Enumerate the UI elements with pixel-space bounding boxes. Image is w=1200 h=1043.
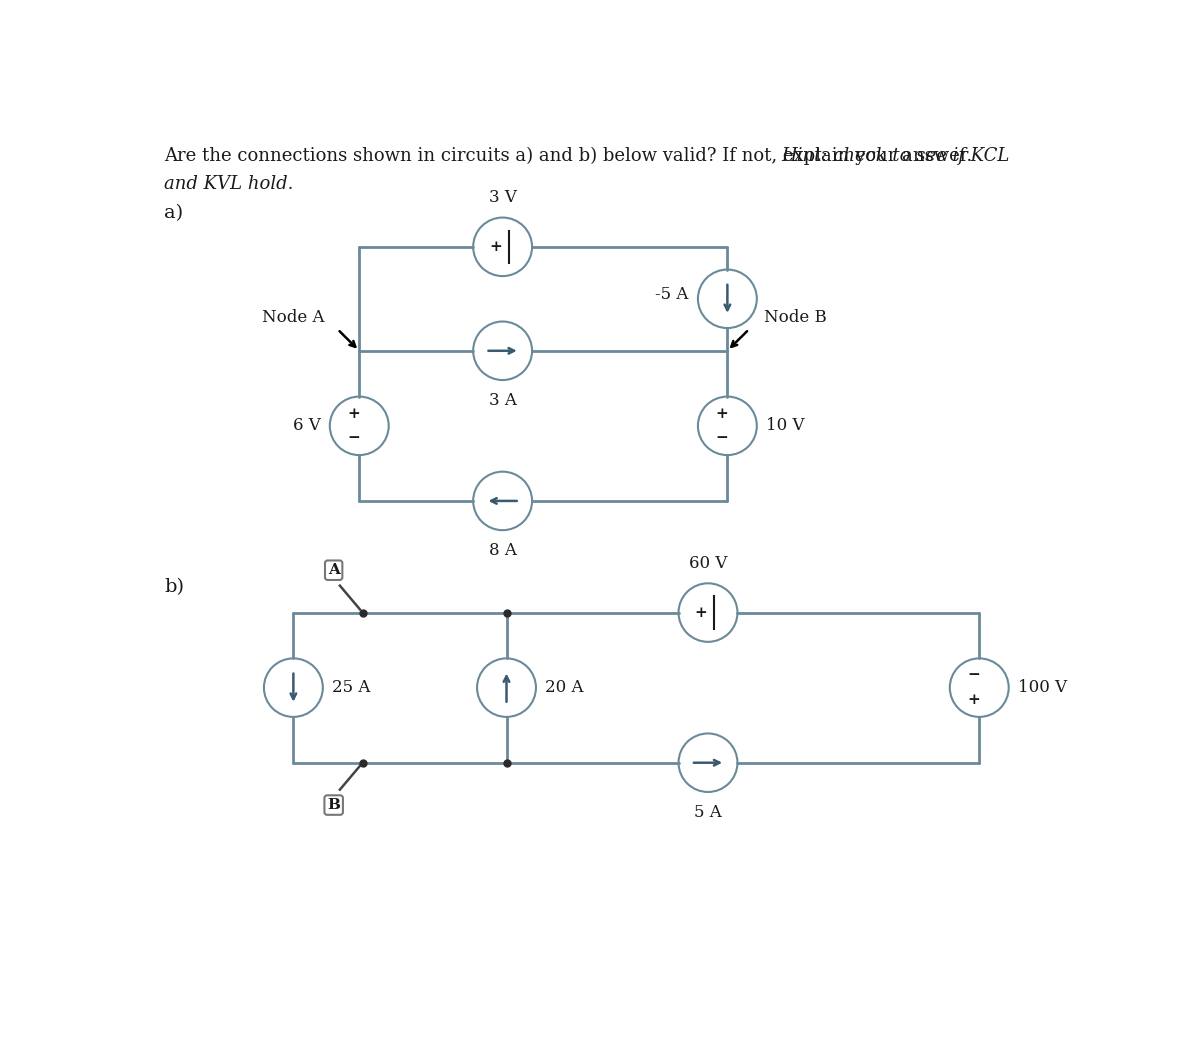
Text: 3 V: 3 V	[488, 189, 516, 207]
Text: +: +	[695, 606, 707, 620]
Text: -5 A: -5 A	[655, 287, 689, 304]
Text: 60 V: 60 V	[689, 555, 727, 572]
Text: +: +	[488, 240, 502, 253]
Text: 5 A: 5 A	[694, 803, 722, 821]
Text: Node B: Node B	[764, 309, 827, 326]
Text: −: −	[715, 431, 728, 445]
Text: a): a)	[164, 204, 184, 222]
Text: and KVL hold.: and KVL hold.	[164, 175, 293, 193]
Text: Node A: Node A	[262, 309, 325, 326]
Text: 3 A: 3 A	[488, 391, 516, 409]
Text: −: −	[347, 431, 360, 445]
Text: 10 V: 10 V	[766, 417, 805, 434]
Text: 20 A: 20 A	[545, 679, 583, 696]
Text: 6 V: 6 V	[293, 417, 320, 434]
Text: B: B	[328, 798, 340, 812]
Text: +: +	[715, 407, 728, 420]
Text: Hint: check to see if KCL: Hint: check to see if KCL	[781, 147, 1010, 165]
Text: A: A	[328, 563, 340, 577]
Text: +: +	[967, 693, 979, 707]
Text: −: −	[967, 669, 979, 682]
Text: b): b)	[164, 578, 184, 596]
Text: 100 V: 100 V	[1018, 679, 1067, 696]
Text: +: +	[347, 407, 360, 420]
Text: 25 A: 25 A	[332, 679, 371, 696]
Text: 8 A: 8 A	[488, 541, 516, 559]
Text: Are the connections shown in circuits a) and b) below valid? If not, explain you: Are the connections shown in circuits a)…	[164, 147, 978, 165]
